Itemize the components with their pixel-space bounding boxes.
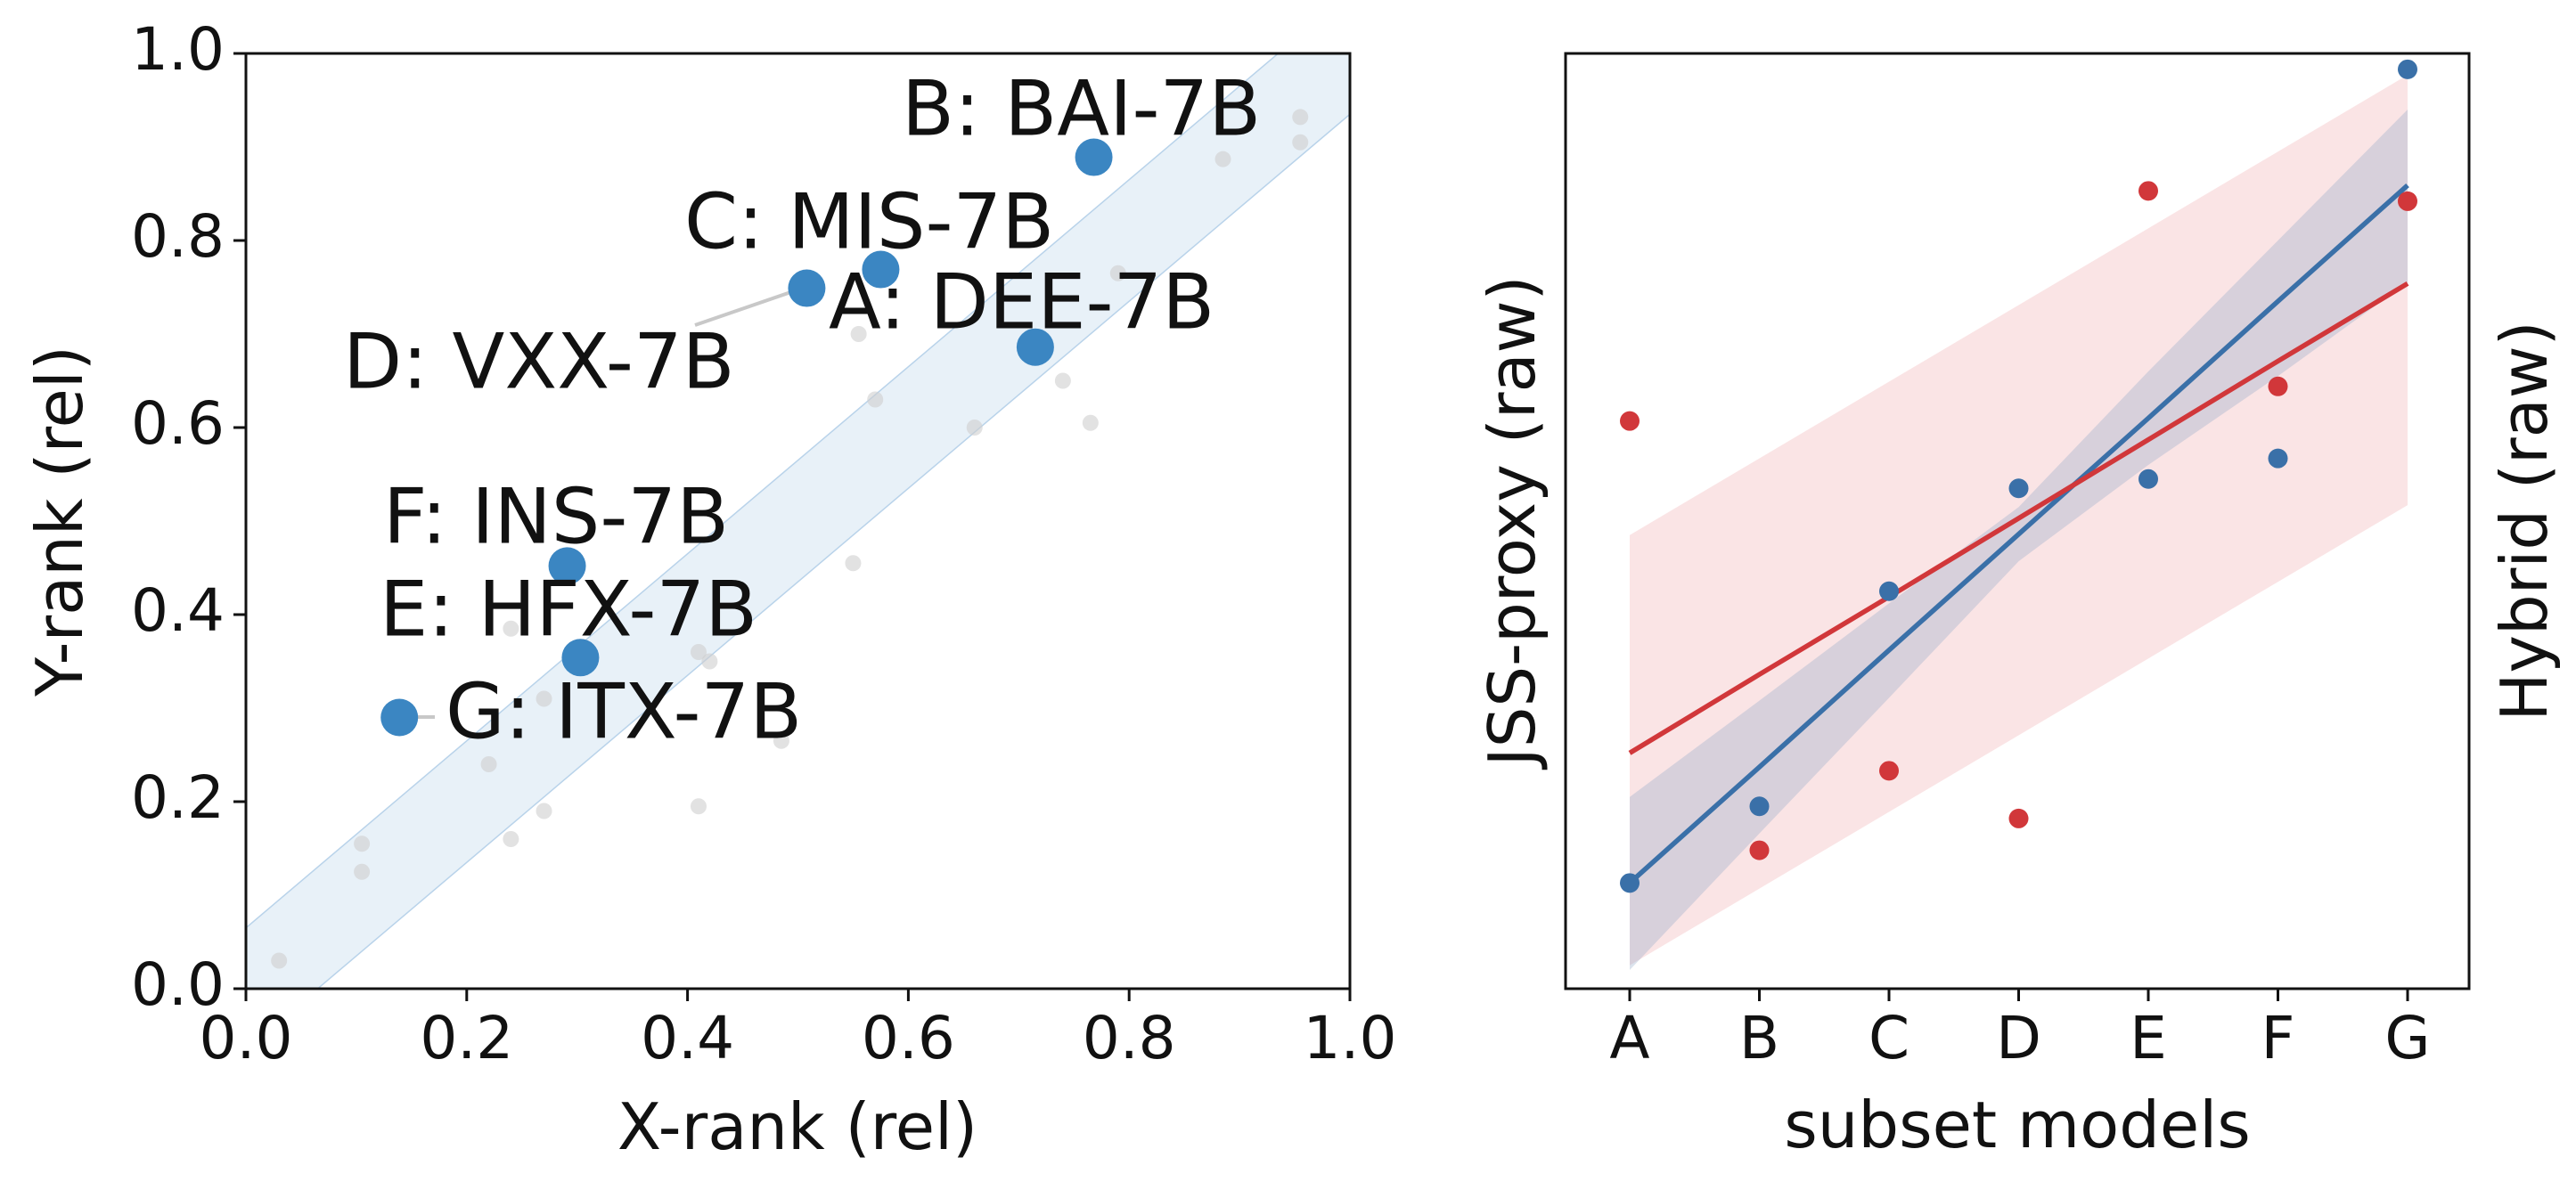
- background-point: [503, 831, 519, 847]
- left-plot-frame: [244, 52, 1352, 990]
- highlighted-point: [380, 698, 419, 737]
- category-tick-label: E: [2130, 1004, 2167, 1072]
- hybrid-point: [1620, 411, 1640, 431]
- jss-proxy-point: [2398, 59, 2417, 79]
- diagonal-band-lower-edge: [316, 113, 1350, 989]
- diagonal-band-upper-edge: [246, 53, 1280, 929]
- hybrid-point: [1749, 840, 1770, 860]
- background-point: [701, 653, 718, 670]
- background-point: [354, 835, 371, 852]
- jss-proxy-point: [2008, 478, 2029, 499]
- hybrid-point: [2398, 191, 2417, 211]
- category-tick-label: C: [1869, 1004, 1910, 1072]
- point-label: G: ITX-7B: [446, 667, 802, 756]
- x-tick-label: 0.8: [1083, 1004, 1176, 1072]
- right-x-axis-label: subset models: [1784, 1088, 2250, 1162]
- background-point: [1054, 372, 1071, 389]
- background-point: [480, 756, 497, 772]
- jss-proxy-point: [2268, 448, 2288, 469]
- point-label: E: HFX-7B: [380, 565, 757, 654]
- background-point: [536, 690, 552, 707]
- point-label: B: BAI-7B: [902, 64, 1261, 153]
- highlighted-point: [1016, 328, 1054, 366]
- background-point: [271, 952, 288, 969]
- point-label: A: DEE-7B: [829, 257, 1214, 346]
- jss-proxy-point: [1879, 581, 1899, 601]
- y-tick-label: 0.8: [131, 202, 225, 271]
- highlighted-point: [1075, 138, 1113, 176]
- category-tick-label: F: [2261, 1004, 2295, 1072]
- x-tick-label: 0.6: [862, 1004, 955, 1072]
- right-y-axis-label-right: Hybrid (raw): [2487, 321, 2562, 721]
- x-tick-label: 1.0: [1304, 1004, 1397, 1072]
- background-point: [966, 420, 983, 436]
- category-tick-label: G: [2384, 1004, 2430, 1072]
- leader-line: [694, 285, 807, 327]
- background-point: [845, 555, 862, 572]
- background-point: [503, 620, 519, 637]
- point-label: F: INS-7B: [383, 472, 729, 561]
- background-point: [773, 732, 789, 749]
- highlighted-point: [548, 547, 586, 585]
- jss-proxy-fit-line: [1628, 183, 2409, 885]
- jss-proxy-point: [2138, 469, 2158, 489]
- background-point: [850, 326, 867, 342]
- left-y-axis-label: Y-rank (rel): [22, 346, 97, 697]
- highlighted-point: [561, 639, 600, 677]
- background-point: [867, 391, 884, 408]
- y-tick-label: 1.0: [131, 15, 225, 84]
- jss-proxy-point: [1749, 796, 1770, 817]
- x-tick-label: 0.2: [420, 1004, 513, 1072]
- y-tick-label: 0.2: [131, 763, 225, 832]
- background-point: [1214, 151, 1231, 167]
- highlighted-point: [862, 250, 900, 289]
- hybrid-point: [2008, 808, 2029, 828]
- left-x-axis-label: X-rank (rel): [617, 1089, 977, 1164]
- category-tick-label: D: [1996, 1004, 2041, 1072]
- y-tick-label: 0.4: [131, 576, 225, 645]
- hybrid-point: [1879, 761, 1899, 781]
- highlighted-point: [788, 269, 826, 307]
- background-point: [690, 644, 707, 660]
- y-tick-label: 0.6: [131, 389, 225, 458]
- y-tick-label: 0.0: [131, 950, 225, 1019]
- category-tick-label: B: [1739, 1004, 1779, 1072]
- hybrid-point: [2138, 181, 2158, 201]
- left-panel: A: DEE-7B B: BAI-7B C: MIS-7B D: VXX-7B E: H…: [22, 15, 1397, 1164]
- hybrid-fit-line: [1628, 281, 2409, 755]
- background-point: [354, 863, 371, 880]
- jss-proxy-confidence-band: [1630, 110, 2408, 970]
- right-panel: A B C D E F G subset models JSS-proxy (raw) Hy…: [1475, 52, 2562, 1162]
- category-tick-label: A: [1609, 1004, 1649, 1072]
- point-label: C: MIS-7B: [684, 177, 1054, 266]
- hybrid-point: [2268, 376, 2288, 396]
- diagonal-band: [246, 53, 1350, 989]
- background-point: [1082, 414, 1099, 431]
- x-tick-label: 0.4: [641, 1004, 734, 1072]
- background-point: [1292, 109, 1309, 126]
- right-y-axis-label-left: JSS-proxy (raw): [1475, 275, 1550, 770]
- background-point: [1109, 265, 1126, 281]
- background-point: [690, 798, 707, 815]
- background-point: [536, 803, 552, 819]
- x-tick-label: 0.0: [200, 1004, 293, 1072]
- point-label: D: VXX-7B: [343, 317, 735, 406]
- background-point: [1292, 134, 1309, 151]
- jss-proxy-point: [1620, 873, 1640, 893]
